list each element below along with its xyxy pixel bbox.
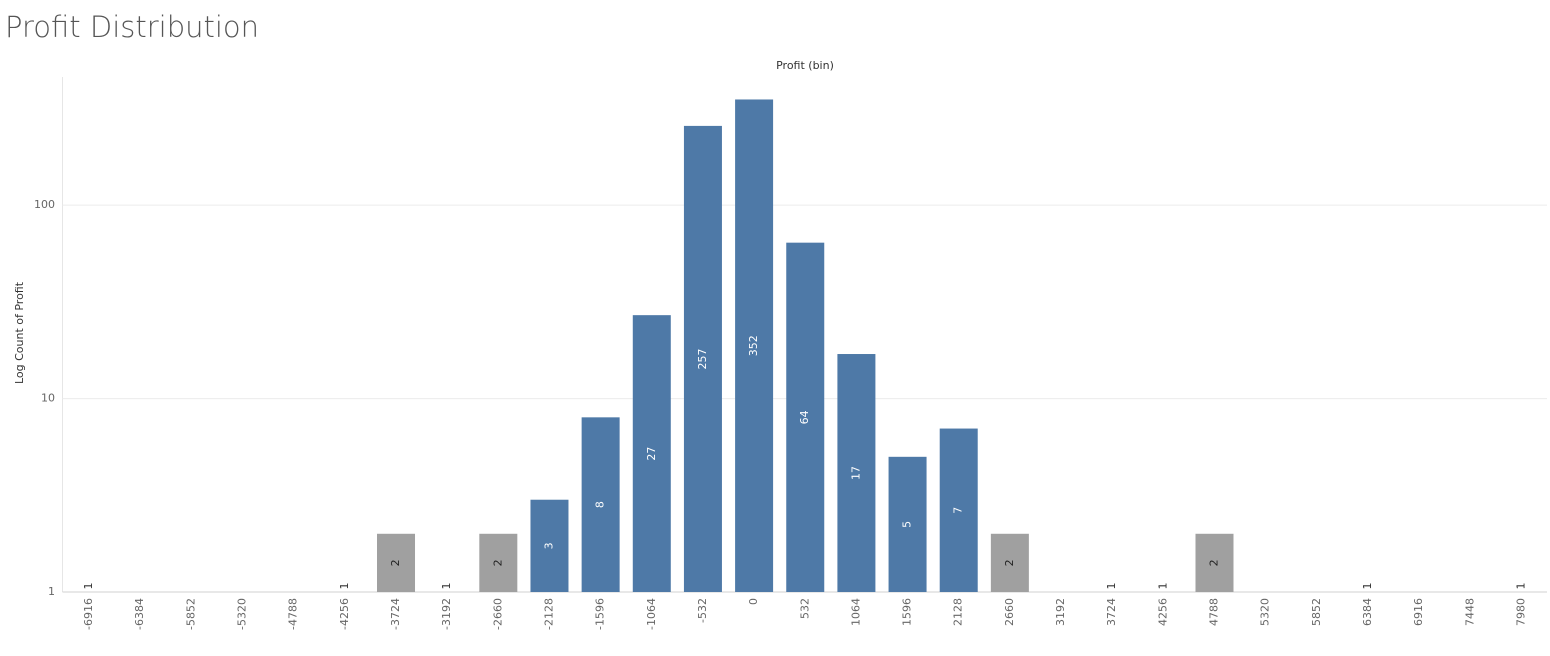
x-tick-label: 2660 — [1003, 598, 1016, 626]
bar — [939, 428, 978, 592]
value-label: 1 — [82, 583, 95, 590]
x-tick-label: 5320 — [1259, 598, 1272, 626]
x-tick-label: 7448 — [1463, 598, 1476, 626]
x-tick-label: 6384 — [1361, 598, 1374, 626]
value-label: 1 — [1361, 583, 1374, 590]
x-tick-label: -5852 — [184, 598, 197, 630]
x-tick-label: -2128 — [542, 598, 555, 630]
x-tick-label: 7980 — [1514, 598, 1527, 626]
bar — [735, 99, 774, 593]
y-tick-label: 1 — [48, 585, 55, 598]
value-label: 1 — [440, 583, 453, 590]
x-tick-label: 2128 — [952, 598, 965, 626]
bar — [1195, 533, 1234, 592]
x-tick-label: -2660 — [491, 598, 504, 630]
value-label: 3 — [542, 542, 555, 549]
x-tick-label: -1596 — [594, 598, 607, 630]
bar — [632, 315, 671, 592]
x-tick-label: -4788 — [287, 598, 300, 630]
x-tick-label: 532 — [798, 598, 811, 619]
value-label: 2 — [1003, 559, 1016, 566]
y-tick-label: 10 — [41, 392, 55, 405]
value-label: 352 — [747, 335, 760, 356]
x-tick-label: -4256 — [338, 598, 351, 630]
x-tick-label: 5852 — [1310, 598, 1323, 626]
x-tick-label: -5320 — [236, 598, 249, 630]
x-tick-label: -532 — [696, 598, 709, 623]
x-tick-label: 4788 — [1207, 598, 1220, 626]
bar — [888, 456, 927, 592]
value-label: 2 — [1207, 559, 1220, 566]
x-tick-label: 1596 — [901, 598, 914, 626]
bar — [786, 242, 825, 592]
y-tick-label: 100 — [34, 198, 55, 211]
bar — [990, 533, 1029, 592]
x-tick-label: -6916 — [82, 598, 95, 630]
value-label: 8 — [594, 501, 607, 508]
x-tick-label: 6916 — [1412, 598, 1425, 626]
value-label: 2 — [491, 559, 504, 566]
bar — [837, 354, 876, 592]
value-label: 1 — [1105, 583, 1118, 590]
value-label: 1 — [1156, 583, 1169, 590]
x-tick-label: -1064 — [645, 598, 658, 630]
x-tick-label: 3192 — [1054, 598, 1067, 626]
value-label: 17 — [849, 466, 862, 480]
bar — [530, 499, 569, 592]
bar — [683, 125, 722, 593]
x-tick-label: 0 — [747, 598, 760, 605]
x-axis-title: Profit (bin) — [776, 59, 834, 72]
x-tick-label: 4256 — [1156, 598, 1169, 626]
bar — [479, 533, 518, 592]
y-axis-title: Log Count of Profit — [13, 281, 26, 384]
x-tick-label: 1064 — [849, 598, 862, 626]
value-label: 1 — [1514, 583, 1527, 590]
bar — [581, 417, 620, 592]
x-tick-label: -6384 — [133, 598, 146, 630]
x-tick-label: -3724 — [389, 598, 402, 630]
x-tick-label: 3724 — [1105, 598, 1118, 626]
value-label: 257 — [696, 348, 709, 369]
value-label: 5 — [901, 521, 914, 528]
bar — [377, 533, 416, 592]
x-tick-label: -3192 — [440, 598, 453, 630]
value-label: 27 — [645, 447, 658, 461]
value-label: 2 — [389, 559, 402, 566]
value-label: 64 — [798, 410, 811, 424]
value-label: 1 — [338, 583, 351, 590]
value-label: 7 — [952, 507, 965, 514]
chart-title: Profit Distribution — [5, 10, 259, 44]
